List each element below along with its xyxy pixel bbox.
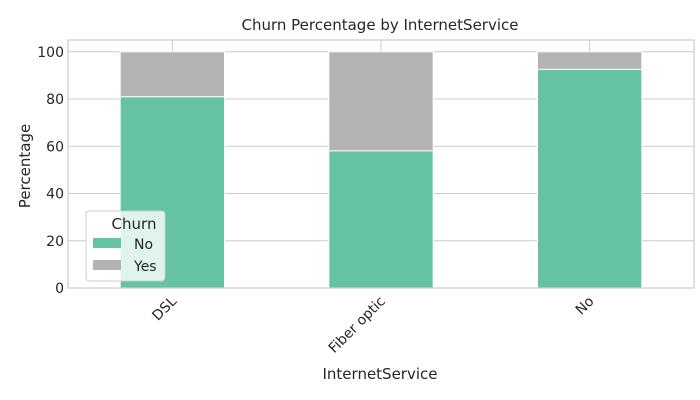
y-tick-label-0: 0: [55, 281, 64, 297]
bar-no-yes: [537, 51, 643, 70]
y-tick-label-40: 40: [46, 187, 64, 203]
y-tick-label-100: 100: [37, 45, 64, 61]
legend: Churn No Yes: [85, 210, 166, 282]
plot-frame: [67, 39, 695, 289]
x-axis-ticks: DSL Fiber optic No: [149, 293, 597, 356]
y-tick-label-60: 60: [46, 139, 64, 155]
bar-dsl-yes: [119, 51, 225, 98]
y-tick-label-80: 80: [46, 92, 64, 108]
legend-title: Churn: [112, 215, 157, 233]
chart-title: Churn Percentage by InternetService: [242, 16, 519, 34]
legend-swatch-no: [93, 238, 121, 248]
bars: [119, 51, 643, 289]
legend-label-yes: Yes: [133, 259, 157, 275]
y-tick-label-20: 20: [46, 234, 64, 250]
y-axis-ticks: 0 20 40 60 80 100: [37, 45, 64, 297]
bar-no-no: [537, 68, 643, 289]
x-tick-label-2: No: [573, 294, 598, 319]
x-axis-title: InternetService: [323, 365, 438, 383]
bar-fiber-optic-no: [328, 150, 434, 289]
legend-swatch-yes: [93, 260, 121, 270]
bar-fiber-optic-yes: [328, 51, 434, 152]
y-axis-title: Percentage: [16, 124, 34, 208]
x-tick-label-1: Fiber optic: [326, 294, 389, 357]
x-tick-label-0: DSL: [149, 293, 180, 324]
legend-label-no: No: [134, 237, 153, 253]
